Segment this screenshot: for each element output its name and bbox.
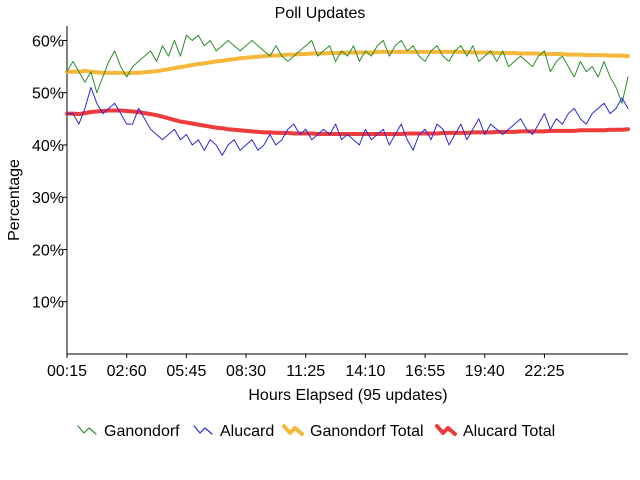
legend-label-ganondorf: Ganondorf [104, 423, 180, 440]
x-tick-label: 11:25 [286, 363, 325, 380]
x-tick-label: 16:55 [405, 363, 445, 380]
chart-title: Poll Updates [275, 5, 366, 22]
y-ticks: 10% 20% 30% 40% 50% 60% [32, 33, 67, 312]
x-axis-label: Hours Elapsed (95 updates) [248, 387, 447, 404]
legend: Ganondorf Alucard Ganondorf Total Alucard T… [77, 423, 555, 440]
x-tick-label: 00:15 [47, 363, 87, 380]
x-tick-label: 02:60 [107, 363, 147, 380]
legend-swatch-ganondorf [77, 425, 97, 435]
x-tick-label: 22:25 [524, 363, 564, 380]
legend-swatch-ganondorf-total [282, 424, 304, 436]
x-tick-label: 08:30 [226, 363, 266, 380]
x-ticks: 00:15 02:60 05:45 08:30 11:25 14:10 16:55 19:40… [47, 354, 565, 380]
y-tick-label: 40% [32, 138, 64, 155]
legend-label-alucard-total: Alucard Total [463, 423, 555, 440]
legend-swatch-alucard-total [435, 424, 457, 436]
y-tick-label: 10% [32, 295, 64, 312]
x-tick-label: 14:10 [345, 363, 385, 380]
series-line-ganondorf [66, 34, 629, 104]
y-tick-label: 30% [32, 190, 64, 207]
y-tick-label: 50% [32, 86, 64, 103]
y-tick-label: 20% [32, 242, 64, 259]
plot-area [65, 34, 630, 156]
x-tick-label: 19:40 [465, 363, 505, 380]
legend-label-ganondorf-total: Ganondorf Total [310, 423, 424, 440]
y-tick-label: 60% [32, 33, 64, 50]
legend-swatch-alucard [193, 425, 213, 435]
y-axis-label: Percentage [6, 159, 23, 241]
x-tick-label: 05:45 [166, 363, 206, 380]
legend-label-alucard: Alucard [220, 423, 274, 440]
series-line-ganondorf-total [65, 49, 630, 76]
series-line-alucard [66, 87, 629, 156]
axes [66, 26, 628, 355]
